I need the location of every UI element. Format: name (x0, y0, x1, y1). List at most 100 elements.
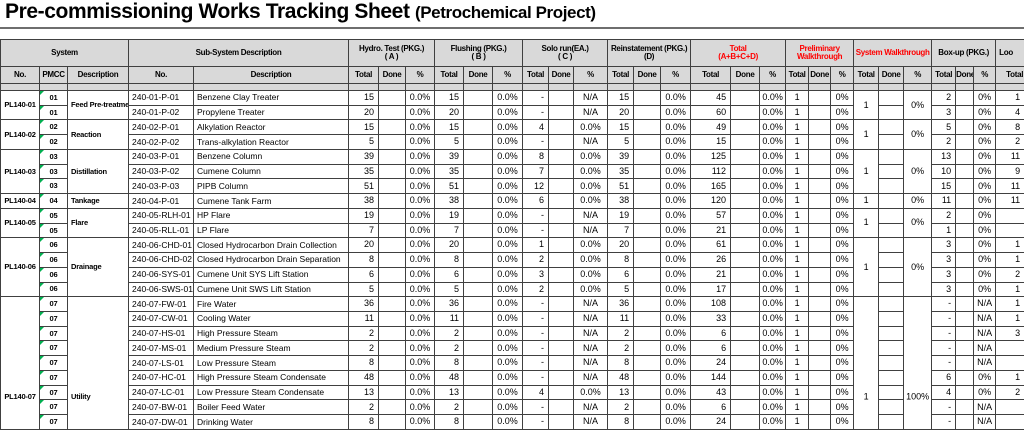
cell-preliminary-total[interactable]: 1 (785, 399, 810, 416)
cell-reinstatement-total[interactable]: 2 (607, 399, 635, 416)
cell-reinstatement-done[interactable] (633, 163, 662, 180)
cell-hydro-done[interactable] (378, 340, 407, 357)
cell-preliminary-total[interactable]: 1 (785, 163, 810, 180)
subsystem-description-cell[interactable]: Cumene Column (193, 163, 350, 180)
system-no-cell[interactable]: PL140-03 (0, 148, 40, 195)
cell-boxup-pct[interactable]: 0% (973, 104, 997, 121)
cell-hydro-done[interactable] (378, 237, 407, 254)
header-group-box-up-pkg[interactable]: Box-up (PKG.) (931, 39, 997, 67)
cell-reinstatement-done[interactable] (633, 119, 662, 136)
cell-solo-total[interactable]: - (522, 222, 550, 239)
cell-sys-walk-total[interactable]: 1 (853, 193, 880, 209)
cell-preliminary-pct[interactable]: 0% (830, 193, 855, 209)
cell-total-done[interactable] (730, 296, 761, 313)
cell-reinstatement-total[interactable]: 15 (607, 119, 635, 136)
cell-boxup-done[interactable] (955, 134, 975, 150)
cell-flushing-pct[interactable]: 0.0% (492, 104, 524, 121)
cell-total-done[interactable] (730, 369, 761, 386)
cell-solo-pct[interactable]: 0.0% (573, 237, 609, 254)
cell-preliminary-done[interactable] (808, 414, 832, 430)
spacer-cell[interactable] (128, 83, 195, 91)
cell-solo-total[interactable]: - (522, 399, 550, 416)
spacer-cell[interactable] (548, 83, 575, 91)
cell-sys-walk-pct[interactable]: 0% (903, 237, 933, 298)
system-no-cell[interactable]: PL140-05 (0, 207, 40, 239)
cell-preliminary-done[interactable] (808, 163, 832, 180)
cell-boxup-total[interactable]: 3 (931, 104, 957, 121)
cell-solo-pct[interactable]: N/A (573, 134, 609, 150)
cell-boxup-done[interactable] (955, 325, 975, 342)
cell-preliminary-total[interactable]: 1 (785, 355, 810, 371)
cell-flushing-pct[interactable]: 0.0% (492, 399, 524, 416)
cell-total-done[interactable] (730, 163, 761, 180)
spacer-cell[interactable] (903, 83, 933, 91)
cell-boxup-pct[interactable]: 0% (973, 369, 997, 386)
cell-preliminary-pct[interactable]: 0% (830, 237, 855, 254)
cell-total-pct[interactable]: 0.0% (759, 296, 787, 313)
cell-reinstatement-total[interactable]: 20 (607, 104, 635, 121)
cell-hydro-done[interactable] (378, 384, 407, 401)
subsystem-no-cell[interactable]: 240-02-P-02 (128, 134, 195, 150)
cell-total-total[interactable]: 125 (690, 148, 732, 165)
cell-hydro-done[interactable] (378, 266, 407, 283)
cell-boxup-done[interactable] (955, 355, 975, 371)
cell-reinstatement-pct[interactable]: 0.0% (660, 296, 692, 313)
cell-boxup-pct[interactable]: 0% (973, 90, 997, 106)
header-col-boxup-[interactable]: % (973, 66, 997, 84)
cell-solo-pct[interactable]: 0.0% (573, 266, 609, 283)
cell-sys-walk-done[interactable] (878, 193, 905, 209)
cell-solo-done[interactable] (548, 311, 575, 327)
cell-preliminary-total[interactable]: 1 (785, 134, 810, 150)
cell-reinstatement-done[interactable] (633, 414, 662, 430)
cell-solo-done[interactable] (548, 148, 575, 165)
cell-total-done[interactable] (730, 134, 761, 150)
cell-loop-total[interactable] (995, 207, 1024, 224)
cell-solo-pct[interactable]: N/A (573, 222, 609, 239)
cell-preliminary-total[interactable]: 1 (785, 311, 810, 327)
cell-solo-pct[interactable]: 0.0% (573, 252, 609, 268)
cell-reinstatement-done[interactable] (633, 148, 662, 165)
spacer-cell[interactable] (522, 83, 550, 91)
cell-reinstatement-done[interactable] (633, 134, 662, 150)
cell-hydro-done[interactable] (378, 369, 407, 386)
cell-total-done[interactable] (730, 237, 761, 254)
cell-preliminary-total[interactable]: 1 (785, 414, 810, 430)
cell-preliminary-done[interactable] (808, 252, 832, 268)
cell-hydro-pct[interactable]: 0.0% (405, 237, 436, 254)
cell-total-pct[interactable]: 0.0% (759, 148, 787, 165)
cell-total-total[interactable]: 26 (690, 252, 732, 268)
cell-solo-pct[interactable]: 0.0% (573, 119, 609, 136)
cell-hydro-total[interactable]: 39 (348, 148, 380, 165)
cell-hydro-pct[interactable]: 0.0% (405, 355, 436, 371)
spacer-cell[interactable] (995, 83, 1024, 91)
cell-preliminary-pct[interactable]: 0% (830, 90, 855, 106)
header-col-no[interactable]: No. (0, 66, 40, 84)
cell-hydro-total[interactable]: 20 (348, 237, 380, 254)
cell-solo-pct[interactable]: 0.0% (573, 148, 609, 165)
cell-hydro-total[interactable]: 5 (348, 134, 380, 150)
cell-preliminary-pct[interactable]: 0% (830, 325, 855, 342)
subsystem-description-cell[interactable]: Benzene Column (193, 148, 350, 165)
cell-sys-walk-done[interactable] (878, 296, 905, 313)
cell-boxup-total[interactable]: 2 (931, 207, 957, 224)
subsystem-no-cell[interactable]: 240-07-FW-01 (128, 296, 195, 313)
cell-total-total[interactable]: 24 (690, 355, 732, 371)
cell-reinstatement-total[interactable]: 51 (607, 178, 635, 195)
cell-reinstatement-total[interactable]: 11 (607, 311, 635, 327)
cell-total-pct[interactable]: 0.0% (759, 384, 787, 401)
cell-hydro-done[interactable] (378, 119, 407, 136)
subsystem-no-cell[interactable]: 240-01-P-02 (128, 104, 195, 121)
cell-loop-total[interactable] (995, 222, 1024, 239)
pmcc-cell[interactable]: 07 (39, 296, 68, 313)
cell-reinstatement-pct[interactable]: 0.0% (660, 104, 692, 121)
cell-total-pct[interactable]: 0.0% (759, 178, 787, 195)
cell-loop-total[interactable] (995, 355, 1024, 371)
spacer-cell[interactable] (878, 83, 905, 91)
cell-sys-walk-done[interactable] (878, 104, 905, 121)
cell-flushing-total[interactable]: 13 (434, 384, 465, 401)
cell-flushing-pct[interactable]: 0.0% (492, 281, 524, 298)
pmcc-cell[interactable]: 02 (39, 134, 68, 150)
header-col-preliminary-total[interactable]: Total (785, 66, 810, 84)
pmcc-cell[interactable]: 07 (39, 399, 68, 416)
cell-solo-total[interactable]: 1 (522, 237, 550, 254)
